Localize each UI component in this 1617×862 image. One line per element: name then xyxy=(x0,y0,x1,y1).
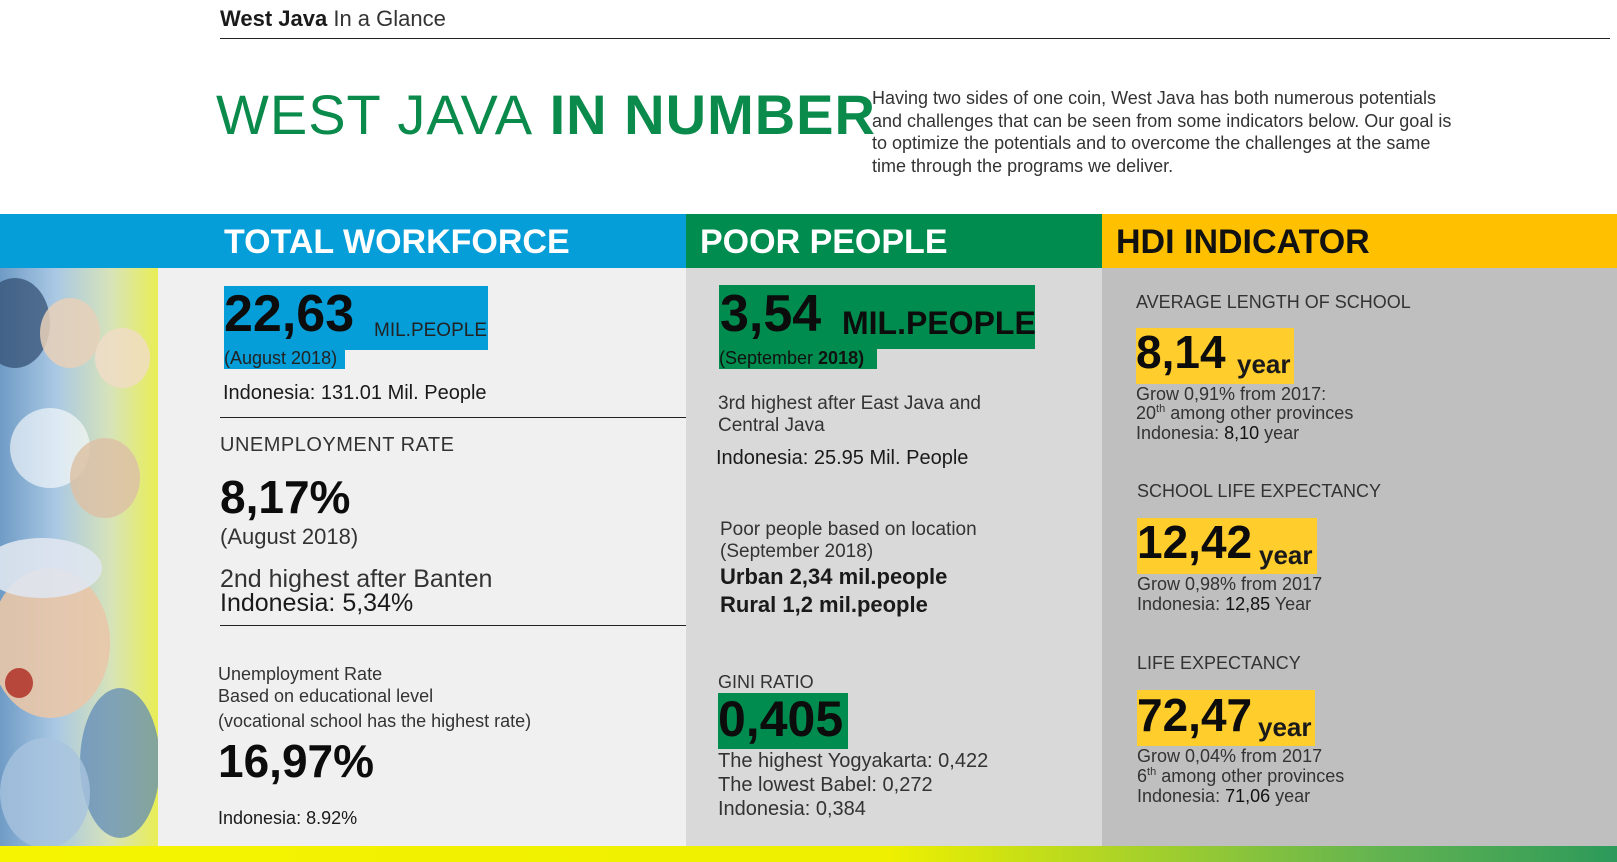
workforce-value: 22,63 xyxy=(224,285,355,343)
poor-rank-line-1: 3rd highest after East Java and xyxy=(718,393,981,414)
life-expectancy-rank-num: 6 xyxy=(1137,766,1148,786)
poor-date: (September 2018) xyxy=(719,348,864,369)
gini-value: 0,405 xyxy=(718,691,844,747)
school-length-growth: Grow 0,91% from 2017: xyxy=(1136,384,1327,404)
unemployment-value: 8,17% xyxy=(220,471,351,523)
workforce-unit: MIL.PEOPLE xyxy=(374,320,487,341)
gini-lowest: The lowest Babel: 0,272 xyxy=(718,774,933,796)
poor-unit: MIL.PEOPLE xyxy=(842,305,1036,341)
life-expectancy-indo-label: Indonesia: xyxy=(1137,786,1226,806)
school-length-rank-sup: th xyxy=(1156,403,1166,415)
workforce-highlight xyxy=(224,286,488,350)
school-length-indo-value: 8,10 xyxy=(1224,423,1260,443)
poor-date-prefix: (September xyxy=(719,348,819,368)
life-expectancy-label: LIFE EXPECTANCY xyxy=(1137,653,1301,673)
school-length-label: AVERAGE LENGTH OF SCHOOL xyxy=(1136,292,1411,312)
page-title: WEST JAVA IN NUMBER xyxy=(216,82,876,147)
header-band-left xyxy=(0,214,220,268)
school-expectancy-value: 12,42 xyxy=(1137,516,1253,568)
bottom-gradient-bar xyxy=(0,846,1617,862)
workforce-heading: TOTAL WORKFORCE xyxy=(220,214,686,268)
workforce-divider-1 xyxy=(220,417,686,418)
unemployment-date: (August 2018) xyxy=(220,524,359,549)
title-bold: IN NUMBER xyxy=(549,83,876,146)
unemployment-rank: 2nd highest after Banten xyxy=(220,565,493,593)
poor-rank-line-2: Central Java xyxy=(718,415,825,436)
school-expectancy-indo-value: 12,85 xyxy=(1225,594,1271,614)
life-expectancy-growth: Grow 0,04% from 2017 xyxy=(1137,746,1323,766)
school-length-unit: year xyxy=(1237,349,1291,379)
title-light: WEST JAVA xyxy=(216,83,534,146)
unemployment-label: UNEMPLOYMENT RATE xyxy=(220,434,455,456)
location-urban: Urban 2,34 mil.people xyxy=(720,564,948,589)
education-line-3: (vocational school has the highest rate) xyxy=(218,711,532,731)
school-expectancy-unit: year xyxy=(1259,540,1313,570)
gini-highlight xyxy=(718,693,848,749)
life-expectancy-rank-sup: th xyxy=(1147,766,1157,778)
intro-paragraph: Having two sides of one coin, West Java … xyxy=(872,88,1452,176)
school-length-highlight xyxy=(1136,328,1294,384)
school-length-value: 8,14 xyxy=(1136,326,1226,378)
unemployment-indonesia: Indonesia: 5,34% xyxy=(220,589,414,617)
hdi-heading: HDI INDICATOR xyxy=(1102,214,1617,268)
life-expectancy-rank-rest: among other provinces xyxy=(1156,766,1345,786)
workforce-divider-2 xyxy=(220,625,686,626)
education-line-2: Based on educational level xyxy=(218,686,434,706)
life-expectancy-highlight xyxy=(1137,690,1315,746)
life-expectancy-indonesia: Indonesia: 71,06 year xyxy=(1137,786,1310,807)
life-expectancy-unit: year xyxy=(1258,712,1312,742)
school-length-indo-label: Indonesia: xyxy=(1136,423,1225,443)
location-rural: Rural 1,2 mil.people xyxy=(720,592,928,617)
education-indonesia: Indonesia: 8.92% xyxy=(218,808,358,828)
school-expectancy-growth: Grow 0,98% from 2017 xyxy=(1137,574,1323,594)
poor-heading: POOR PEOPLE xyxy=(686,214,1102,268)
school-length-rank-num: 20 xyxy=(1136,403,1157,423)
poor-value: 3,54 xyxy=(720,285,822,343)
location-line-2: (September 2018) xyxy=(720,541,874,562)
school-length-rank-rest: among other provinces xyxy=(1165,403,1354,423)
poor-date-year: 2018) xyxy=(818,348,865,368)
page-header: West Java In a Glance xyxy=(220,6,446,32)
school-length-indo-unit: year xyxy=(1259,423,1300,443)
poor-indonesia: Indonesia: 25.95 Mil. People xyxy=(716,447,969,469)
education-line-1: Unemployment Rate xyxy=(218,664,383,684)
life-expectancy-indo-value: 71,06 xyxy=(1225,786,1271,806)
gini-highest: The highest Yogyakarta: 0,422 xyxy=(718,750,989,772)
life-expectancy-rank: 6th among other provinces xyxy=(1137,766,1344,787)
school-expectancy-highlight xyxy=(1137,518,1317,574)
school-expectancy-label: SCHOOL LIFE EXPECTANCY xyxy=(1137,481,1382,501)
header-subtitle: In a Glance xyxy=(333,6,446,31)
school-length-rank: 20th among other provinces xyxy=(1136,403,1353,424)
header-brand: West Java xyxy=(220,6,328,31)
workforce-date: (August 2018) xyxy=(224,348,338,368)
workforce-indonesia: Indonesia: 131.01 Mil. People xyxy=(223,382,487,404)
location-line-1: Poor people based on location xyxy=(720,519,977,540)
workforce-date-highlight xyxy=(224,347,345,369)
education-value: 16,97% xyxy=(218,735,375,787)
gini-label: GINI RATIO xyxy=(718,672,814,692)
school-expectancy-indo-label: Indonesia: xyxy=(1137,594,1226,614)
poor-highlight xyxy=(719,285,1035,349)
life-expectancy-indo-unit: year xyxy=(1270,786,1311,806)
students-photo xyxy=(0,268,158,846)
school-expectancy-indo-unit: Year xyxy=(1270,594,1312,614)
life-expectancy-value: 72,47 xyxy=(1137,689,1253,741)
gini-indonesia: Indonesia: 0,384 xyxy=(718,798,866,820)
school-length-indonesia: Indonesia: 8,10 year xyxy=(1136,423,1299,444)
poor-date-highlight xyxy=(719,347,877,369)
school-expectancy-indonesia: Indonesia: 12,85 Year xyxy=(1137,594,1311,615)
header-divider xyxy=(220,38,1610,39)
